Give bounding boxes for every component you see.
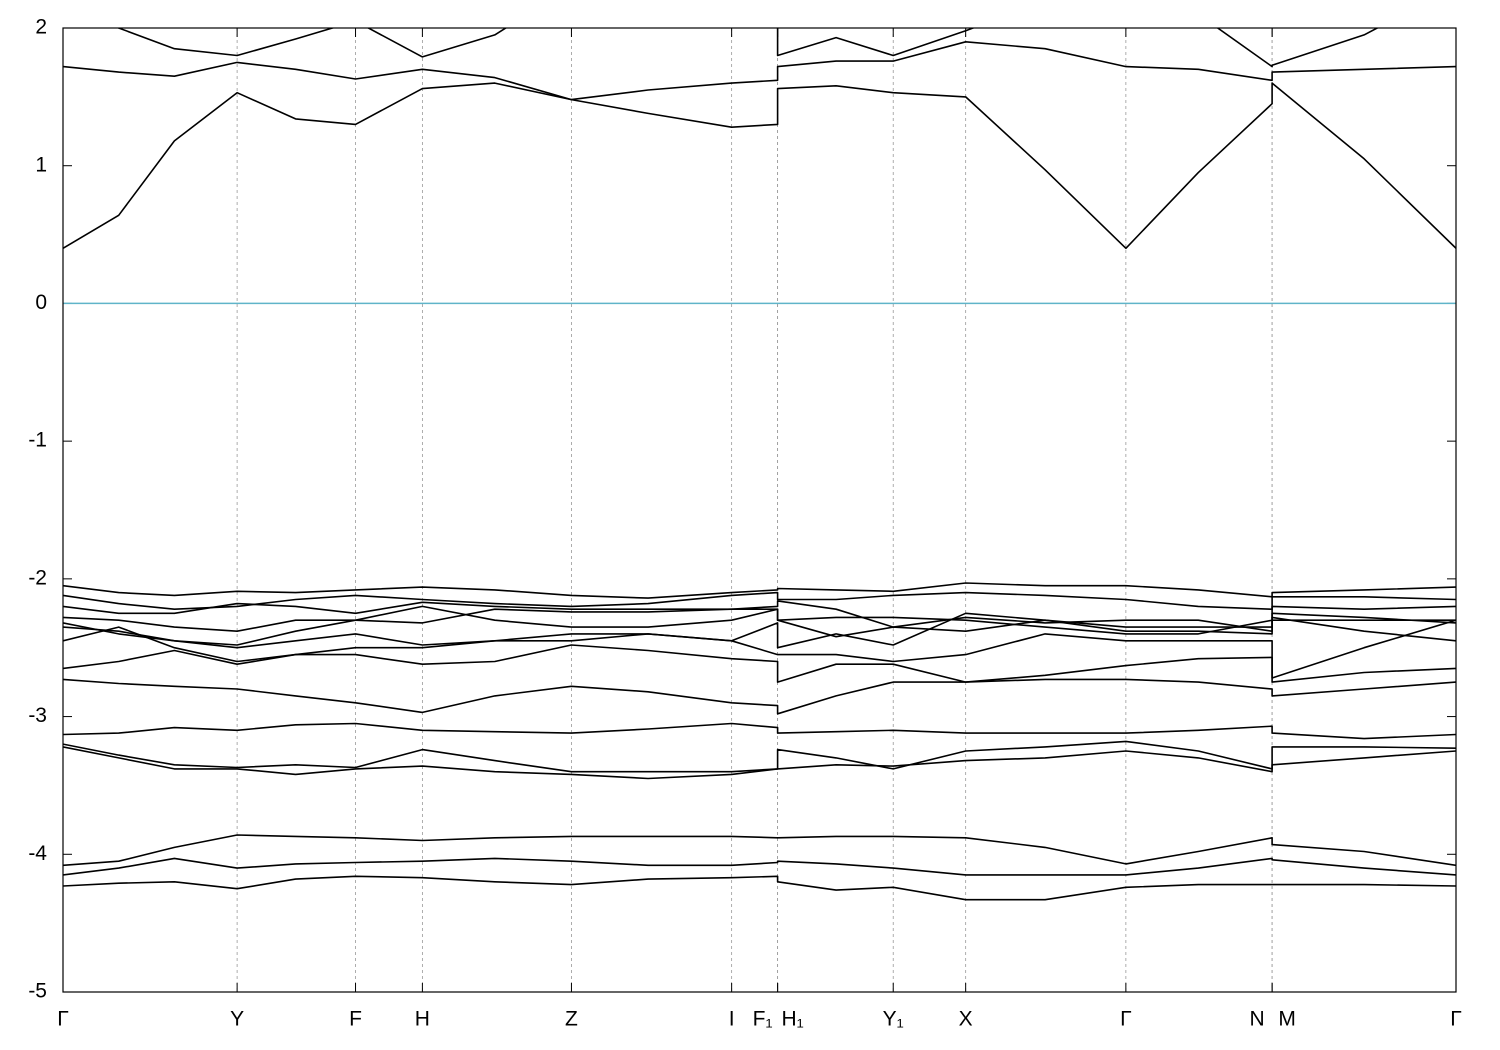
band-line bbox=[63, 82, 1456, 250]
band-line bbox=[63, 722, 1456, 740]
x-tick-label: Γ bbox=[1120, 1008, 1132, 1031]
x-tick-label: Z bbox=[565, 1008, 578, 1031]
y-tick-label: -5 bbox=[28, 980, 47, 1003]
x-tick-label: Γ bbox=[1450, 1008, 1462, 1031]
x-tick-label: I bbox=[729, 1008, 735, 1031]
y-tick-label: -4 bbox=[28, 842, 47, 865]
band-line bbox=[63, 857, 1456, 876]
y-tick-label: -1 bbox=[28, 429, 47, 452]
band-line bbox=[63, 834, 1456, 867]
y-tick-label: -3 bbox=[28, 704, 47, 727]
y-tick-label: 1 bbox=[35, 153, 47, 176]
x-tick-label: F bbox=[349, 1008, 362, 1031]
x-tick-label: X bbox=[959, 1008, 973, 1031]
band-line bbox=[63, 582, 1456, 599]
band-line bbox=[63, 619, 1456, 679]
y-tick-label: 0 bbox=[35, 291, 47, 314]
x-tick-label: H bbox=[415, 1008, 430, 1031]
x-tick-label: Y₁ bbox=[883, 1008, 904, 1031]
x-tick-label: F₁ bbox=[753, 1008, 773, 1031]
band-line bbox=[63, 600, 1456, 632]
x-tick-label: N bbox=[1250, 1008, 1265, 1031]
plot-frame bbox=[62, 27, 1457, 993]
band-line bbox=[63, 41, 1456, 101]
x-tick-label: Γ bbox=[57, 1008, 69, 1031]
band-line bbox=[116, 28, 1379, 68]
plot-area bbox=[63, 28, 1456, 901]
x-tick-label: M bbox=[1278, 1008, 1296, 1031]
band-line bbox=[63, 591, 1456, 610]
band-line bbox=[63, 746, 1456, 780]
x-tick-label: Y bbox=[230, 1008, 244, 1031]
y-tick-label: 2 bbox=[35, 16, 47, 39]
band-line bbox=[63, 678, 1456, 715]
y-tick-label: -2 bbox=[28, 566, 47, 589]
band-line bbox=[63, 875, 1456, 901]
band-line bbox=[63, 612, 1456, 649]
x-tick-label: H₁ bbox=[781, 1008, 803, 1031]
band-line bbox=[63, 605, 1456, 646]
band-line bbox=[63, 644, 1456, 683]
